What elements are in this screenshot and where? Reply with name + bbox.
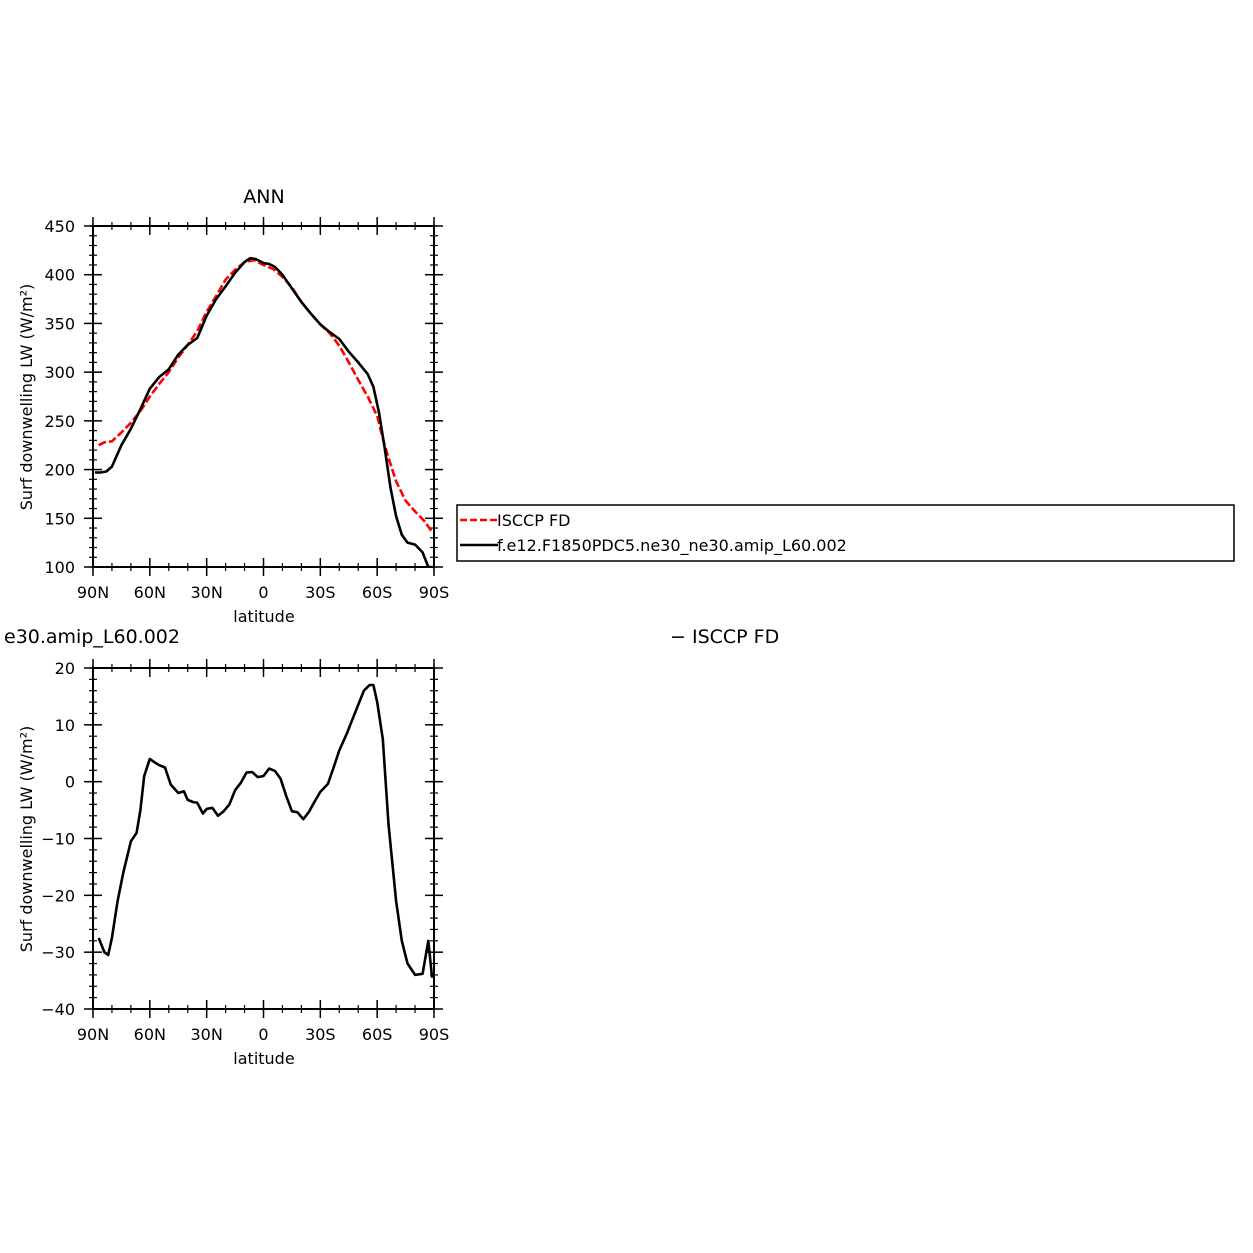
plot-frame <box>92 225 435 568</box>
y-tick-label: 250 <box>44 412 75 431</box>
y-tick-label: 200 <box>44 461 75 480</box>
y-tick-label: −10 <box>41 830 75 849</box>
y-tick-label: 400 <box>44 266 75 285</box>
series-line-0 <box>98 258 434 533</box>
bottom-x-axis-label: latitude <box>233 1049 294 1068</box>
top-panel: ANN 90N 60N 30N 0 30S 60S 90S 100 150 200 250 300 35… <box>17 186 449 626</box>
x-tick-label: 90N <box>77 1025 109 1044</box>
legend: ISCCP FD f.e12.F1850PDC5.ne30_ne30.amip_… <box>456 504 1235 562</box>
bottom-y-axis-label: Surf downwelling LW (W/m²) <box>17 726 36 952</box>
y-tick-label: −30 <box>41 943 75 962</box>
series-line-0 <box>97 683 434 978</box>
top-chart-series <box>94 256 434 567</box>
x-tick-label: 30S <box>305 583 336 602</box>
y-tick-label: −20 <box>41 886 75 905</box>
x-tick-label: 30N <box>191 583 223 602</box>
legend-box <box>456 504 1235 562</box>
y-tick-label: 450 <box>44 217 75 236</box>
bottom-chart-series <box>97 683 434 978</box>
x-tick-label: 60N <box>134 583 166 602</box>
x-tick-label: 30S <box>305 1025 336 1044</box>
y-tick-label: 100 <box>44 558 75 577</box>
bottom-chart-title-secondary: − ISCCP FD <box>670 626 779 648</box>
x-tick-label: 0 <box>258 583 268 602</box>
plot-frame <box>92 667 435 1010</box>
top-x-axis-label: latitude <box>233 607 294 626</box>
legend-entry-isccp: ISCCP FD <box>497 511 570 530</box>
y-tick-label: 10 <box>55 716 75 735</box>
bottom-chart-axes: 90N 60N 30N 0 30S 60S 90S −40 −30 −20 −10 0 10 20 <box>41 659 449 1044</box>
y-tick-label: 20 <box>55 659 75 678</box>
x-tick-label: 90N <box>77 583 109 602</box>
x-tick-label: 90S <box>419 583 450 602</box>
x-tick-label: 90S <box>419 1025 450 1044</box>
y-tick-label: 350 <box>44 314 75 333</box>
y-tick-label: −40 <box>41 1000 75 1019</box>
y-tick-label: 150 <box>44 509 75 528</box>
x-tick-label: 60S <box>362 1025 393 1044</box>
y-tick-label: 0 <box>65 773 75 792</box>
top-chart-title: ANN <box>243 186 284 208</box>
series-line-1 <box>94 256 434 567</box>
top-chart-axes: 90N 60N 30N 0 30S 60S 90S 100 150 200 250 300 350 400… <box>44 217 449 602</box>
x-tick-label: 30N <box>191 1025 223 1044</box>
legend-entry-model: f.e12.F1850PDC5.ne30_ne30.amip_L60.002 <box>497 536 847 556</box>
x-tick-label: 0 <box>258 1025 268 1044</box>
x-tick-label: 60N <box>134 1025 166 1044</box>
x-tick-label: 60S <box>362 583 393 602</box>
top-y-axis-label: Surf downwelling LW (W/m²) <box>17 284 36 510</box>
y-tick-label: 300 <box>44 363 75 382</box>
bottom-chart-title: e30.amip_L60.002 <box>4 626 180 648</box>
bottom-panel: e30.amip_L60.002 − ISCCP FD 90N 60N 30N 0 30… <box>4 626 779 1068</box>
